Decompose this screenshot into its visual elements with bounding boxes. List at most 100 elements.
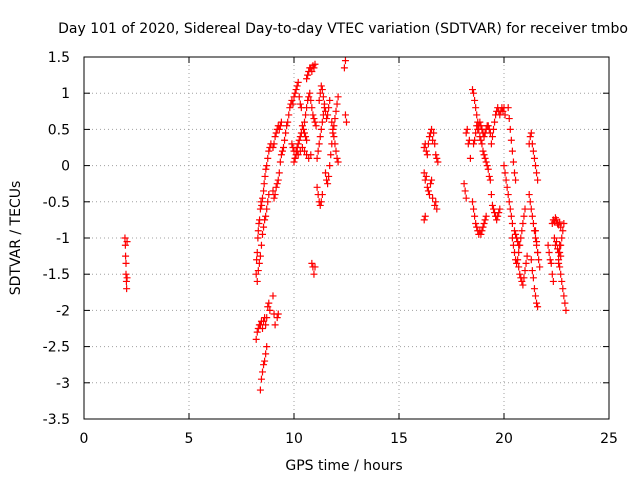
data-point [515,248,523,256]
data-point [486,129,494,137]
data-point [317,198,325,206]
x-tick-labels: 0 5 10 15 20 25 [80,431,618,447]
data-point [431,201,439,209]
data-point [530,285,538,293]
data-point [471,136,479,144]
data-point [332,107,340,115]
data-point [423,183,431,191]
data-point [515,241,523,249]
data-point [306,89,314,97]
data-point [490,125,497,133]
data-point [288,140,296,148]
data-point [123,238,131,246]
data-point [310,270,318,278]
data-point [504,104,512,112]
data-point [305,154,313,162]
data-point [253,328,261,336]
data-point [530,154,538,162]
data-point [259,194,266,202]
data-point [487,140,495,148]
data-point [311,60,319,68]
data-point [316,133,324,141]
data-point [429,194,437,202]
data-point [521,267,529,275]
data-point [556,218,564,226]
data-point [471,212,479,220]
data-point [557,270,565,278]
data-point [294,78,302,86]
data-point [520,212,528,220]
data-point [310,115,318,123]
data-point [522,259,530,267]
data-point [479,147,487,155]
data-point [486,176,494,184]
data-point [328,118,336,126]
data-point [423,151,431,159]
data-point [260,180,268,188]
data-point [420,144,428,151]
data-point [431,140,439,148]
data-point [422,147,430,155]
data-point [272,129,280,137]
data-point [470,205,478,213]
data-point [424,140,432,148]
data-point [259,230,266,238]
data-point [488,133,496,141]
data-point [512,176,520,184]
data-point [527,256,535,264]
data-point [521,205,529,213]
y-tick-label: 1 [61,86,70,102]
data-point [122,252,130,260]
y-tick-label: -2.5 [43,340,70,356]
data-point [122,277,130,285]
data-point [533,238,541,246]
data-point [265,191,273,199]
data-point [519,281,527,289]
data-point [309,111,317,119]
data-point [480,151,488,159]
data-point [562,306,570,314]
x-tick-label: 25 [600,431,618,447]
data-point [529,220,537,228]
data-point [421,176,429,184]
data-point [557,241,565,249]
data-point [523,252,531,260]
data-point [303,136,311,144]
data-point [324,111,332,119]
y-tick-label: -3.5 [43,412,70,428]
data-point [481,154,489,162]
data-point [548,270,556,278]
data-point [121,234,129,242]
data-point [277,151,285,159]
data-point [254,267,262,275]
data-point [122,259,130,267]
data-point [275,125,283,133]
data-point [292,86,300,94]
x-tick-label: 0 [80,431,89,447]
data-point [427,180,434,188]
data-point [255,259,263,267]
data-point [257,198,265,206]
data-point [485,172,493,180]
data-point [331,115,339,123]
data-point [254,227,262,235]
data-point [311,263,319,271]
data-point [280,144,287,151]
data-point [293,82,301,90]
data-point [334,158,342,166]
data-point [272,183,280,191]
data-point [340,64,348,72]
data-point [273,180,281,188]
data-point [461,187,469,195]
axis-ticks [83,56,610,420]
data-point [277,118,285,126]
data-point [557,252,565,260]
data-point [513,259,521,267]
data-point [259,325,266,332]
data-point [560,220,568,228]
data-point [327,151,335,159]
data-point [301,129,308,137]
data-point [316,89,324,97]
data-point [281,136,289,144]
data-point [508,147,516,155]
